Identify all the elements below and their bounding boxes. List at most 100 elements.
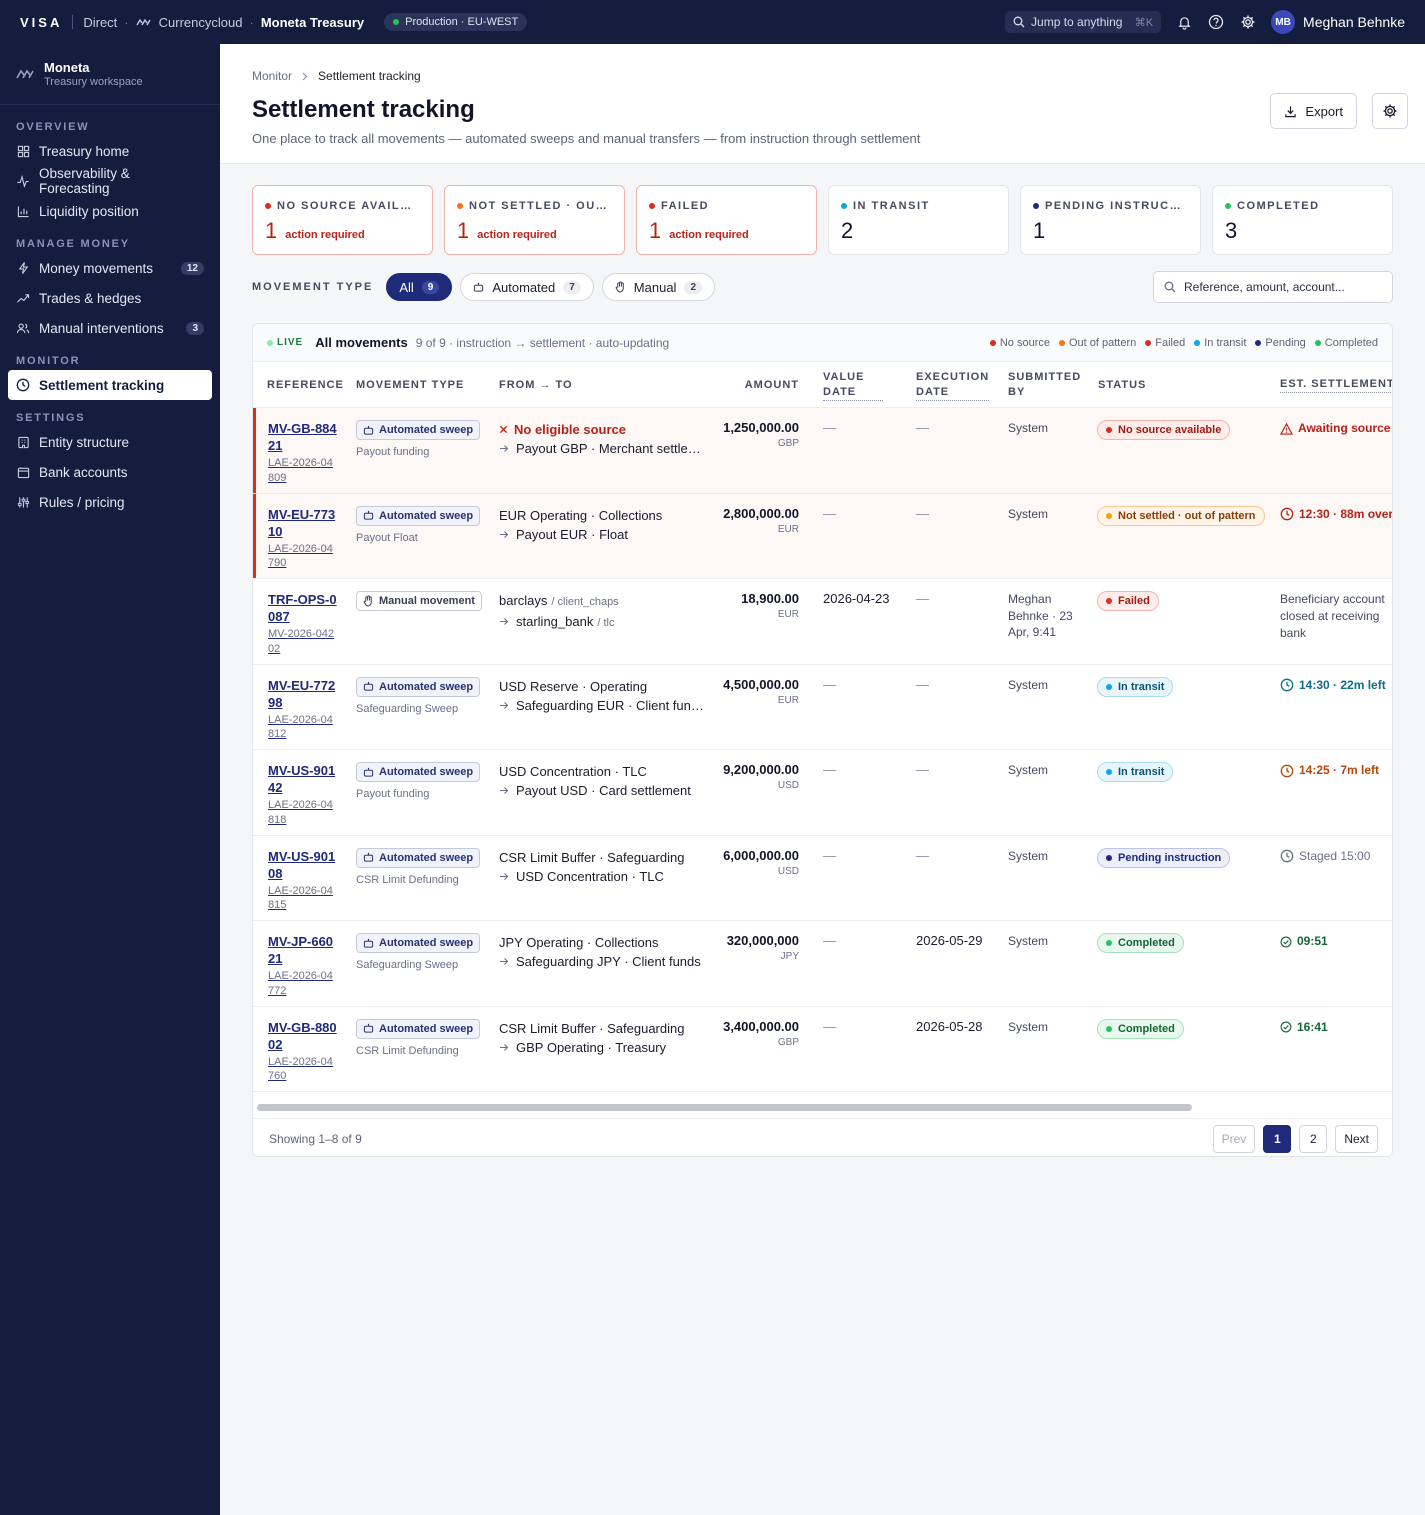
settings-button[interactable]	[1372, 93, 1408, 129]
col-submitted-by[interactable]: SUBMITTED BY	[1008, 371, 1082, 398]
reference-cell: MV-EU-77298 LAE-2026-04812	[268, 677, 338, 742]
status-card[interactable]: FAILED 1 action required	[636, 185, 817, 255]
table-row[interactable]: MV-US-90142 LAE-2026-04818 Automated sweep…	[253, 750, 1392, 836]
table-row[interactable]: MV-EU-77298 LAE-2026-04812 Automated sweep…	[253, 665, 1392, 750]
col-amount[interactable]: AMOUNT	[744, 378, 799, 391]
jump-search[interactable]: Jump to anything ⌘K	[1005, 11, 1162, 33]
environment-badge[interactable]: Production · EU-WEST	[384, 13, 528, 31]
movement-type-label: Automated sweep	[379, 509, 474, 522]
sidebar-item-trades-hedges[interactable]: Trades & hedges	[8, 283, 212, 313]
filter-chip-count: 2	[684, 280, 702, 294]
sidebar-item-money-movements[interactable]: Money movements 12	[8, 253, 212, 283]
col-est-settlement[interactable]: EST. SETTLEMENT /	[1280, 362, 1392, 408]
page-button[interactable]: 1	[1263, 1124, 1292, 1153]
visa-logo[interactable]: VISA	[20, 14, 63, 30]
from-to-cell: USD Concentration · TLC Payout USD · Card…	[499, 762, 704, 800]
status-cell: Failed	[1097, 591, 1159, 611]
sidebar-item-label: Bank accounts	[39, 464, 128, 480]
status-card[interactable]: NO SOURCE AVAILABLE 1 action required	[252, 185, 433, 255]
movement-type-cell: Automated sweep Payout funding	[356, 762, 481, 800]
sidebar-item-observability-forecasting[interactable]: Observability & Forecasting	[8, 166, 212, 196]
legend-item: No source	[989, 336, 1050, 349]
hand-icon	[363, 595, 374, 607]
bell-icon[interactable]	[1175, 13, 1193, 31]
page-button[interactable]: 2	[1299, 1124, 1328, 1153]
sidebar-item-liquidity-position[interactable]: Liquidity position	[8, 196, 212, 226]
grid-icon	[16, 144, 30, 158]
column-headers: REFERENCE MOVEMENT TYPE FROM → TO AMOUNT…	[253, 362, 1392, 408]
amount-currency: GBP	[777, 438, 799, 449]
col-reference[interactable]: REFERENCE	[267, 378, 344, 391]
reference-link[interactable]: MV-EU-77298	[268, 677, 336, 710]
reference-link[interactable]: MV-US-90108	[268, 848, 336, 881]
reference-link[interactable]: MV-GB-88421	[268, 421, 337, 453]
sidebar-item-label: Treasury home	[39, 143, 130, 159]
movement-type-label: Automated sweep	[379, 851, 474, 864]
col-movement-type[interactable]: MOVEMENT TYPE	[356, 378, 465, 391]
horizontal-scrollbar[interactable]	[257, 1104, 1192, 1111]
col-value-date[interactable]: VALUE DATE	[823, 362, 883, 408]
reference-link[interactable]: MV-US-90142	[268, 763, 336, 795]
sidebar-nav: OVERVIEW Treasury home Observability & For…	[0, 105, 220, 517]
from-line: USD Reserve · Operating	[499, 677, 704, 696]
user-name[interactable]: Meghan Behnke	[1303, 14, 1405, 30]
env-label: Production · EU-WEST	[405, 16, 519, 28]
page-title: Settlement tracking	[252, 96, 475, 123]
status-card[interactable]: PENDING INSTRUCTION 1	[1020, 185, 1201, 255]
table-search-input[interactable]: Reference, amount, account...	[1153, 271, 1393, 303]
sidebar-item-entity-structure[interactable]: Entity structure	[8, 427, 212, 457]
gear-icon[interactable]	[1239, 13, 1257, 31]
robot-icon	[363, 852, 374, 863]
table-row[interactable]: MV-GB-88421 LAE-2026-04809 Automated sweep…	[253, 408, 1392, 494]
reference-link[interactable]: MV-EU-77310	[268, 506, 336, 539]
product-name[interactable]: Moneta Treasury	[260, 14, 365, 30]
status-card[interactable]: NOT SETTLED · OUT OF PATTERN 1 action requ…	[444, 185, 625, 255]
status-card[interactable]: IN TRANSIT 2	[828, 185, 1009, 255]
col-execution-date[interactable]: EXECUTION DATE	[916, 362, 990, 408]
reference-link[interactable]: MV-JP-66021	[268, 934, 334, 966]
prev-page-button[interactable]: Prev	[1212, 1124, 1256, 1153]
table-row[interactable]: MV-GB-88002 LAE-2026-04760 Automated sweep…	[253, 1007, 1392, 1092]
status-card[interactable]: COMPLETED 3	[1212, 185, 1393, 255]
next-page-button[interactable]: Next	[1335, 1124, 1378, 1153]
status-cell: No source available	[1097, 420, 1231, 440]
col-status[interactable]: STATUS	[1098, 378, 1147, 391]
table-row[interactable]: MV-US-90108 LAE-2026-04815 Automated sweep…	[253, 836, 1392, 921]
export-button[interactable]: Export	[1270, 93, 1357, 129]
direct-link[interactable]: Direct	[83, 14, 118, 30]
table-row[interactable]: TRF-OPS-0087 MV-2026-04202 Manual movement…	[253, 579, 1392, 665]
reference-cell: MV-US-90142 LAE-2026-04818	[268, 762, 338, 827]
reference-link[interactable]: MV-GB-88002	[268, 1019, 337, 1052]
status-card-title: COMPLETED	[1237, 200, 1320, 212]
movement-type-cell: Automated sweep Payout Float	[356, 505, 481, 544]
from-account: CSR Limit Buffer · Safeguarding	[499, 849, 685, 865]
reference-link[interactable]: TRF-OPS-0087	[268, 592, 337, 624]
movement-type-label: Automated sweep	[379, 766, 474, 778]
table-row[interactable]: MV-JP-66021 LAE-2026-04772 Automated sweep…	[253, 921, 1392, 1007]
execution-date-cell: —	[916, 505, 929, 521]
help-icon[interactable]	[1207, 13, 1225, 31]
sidebar-item-treasury-home[interactable]: Treasury home	[8, 136, 212, 166]
breadcrumb-monitor[interactable]: Monitor	[252, 69, 293, 83]
from-to-cell: CSR Limit Buffer · Safeguarding USD Conce…	[499, 848, 704, 886]
status-card-title: NO SOURCE AVAILABLE	[277, 200, 418, 212]
filter-chip-all[interactable]: All 9	[386, 273, 453, 301]
currencycloud-link[interactable]: Currencycloud	[158, 14, 243, 30]
filter-chip-automated[interactable]: Automated 7	[460, 273, 594, 301]
filter-chip-manual[interactable]: Manual 2	[601, 273, 715, 301]
status-badge: In transit	[1097, 676, 1174, 697]
status-card-title: IN TRANSIT	[853, 200, 930, 212]
sidebar-item-manual-interventions[interactable]: Manual interventions 3	[8, 313, 212, 343]
avatar[interactable]: MB	[1271, 10, 1296, 34]
col-from-to[interactable]: FROM → TO	[499, 378, 573, 391]
est-settlement-cell: 12:30 · 88m overdue	[1280, 506, 1392, 523]
workspace-switcher[interactable]: Moneta Treasury workspace	[0, 44, 220, 105]
status-badge-dot	[1106, 598, 1112, 604]
legend-label: No source	[999, 336, 1050, 349]
status-badge-label: Not settled · out of pattern	[1118, 509, 1256, 522]
sidebar-item-rules-pricing[interactable]: Rules / pricing	[8, 487, 212, 517]
sidebar-item-bank-accounts[interactable]: Bank accounts	[8, 457, 212, 487]
table-row[interactable]: MV-EU-77310 LAE-2026-04790 Automated sweep…	[253, 493, 1392, 579]
sidebar-item-settlement-tracking[interactable]: Settlement tracking	[8, 370, 212, 400]
to-account: Payout EUR · Float	[516, 526, 628, 542]
